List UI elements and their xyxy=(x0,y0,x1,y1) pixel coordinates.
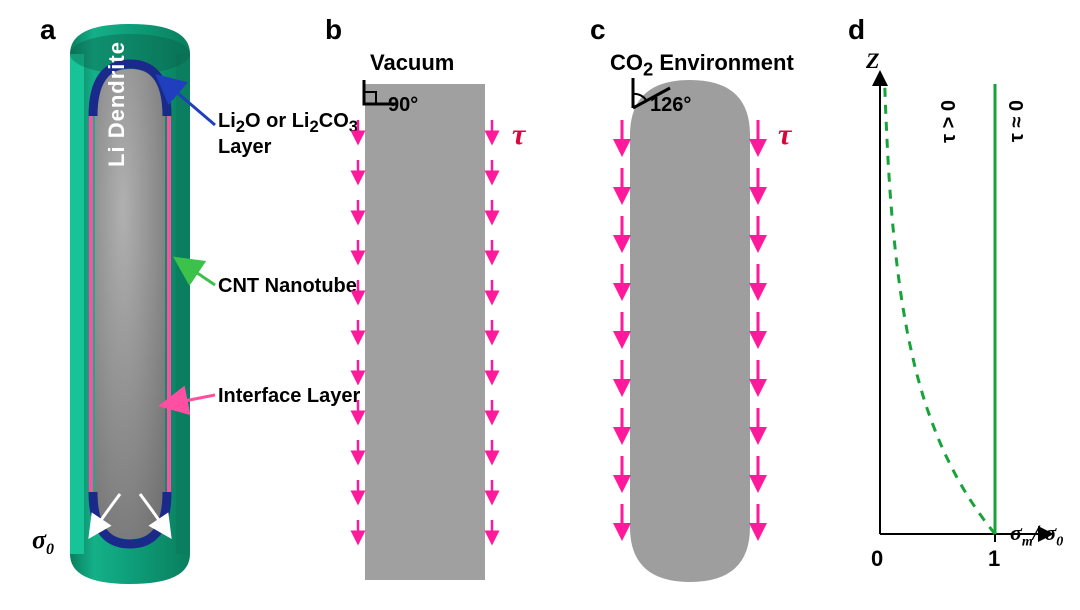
sigma0-label: σ0 xyxy=(32,525,54,559)
x-axis-label: σm/ σ0 xyxy=(1010,520,1063,550)
panel-d-label: d xyxy=(848,14,865,46)
dendrite-label: Li Dendrite xyxy=(104,4,130,204)
tau-b: τ xyxy=(512,118,525,152)
tau-c: τ xyxy=(778,118,791,152)
callout-interface: Interface Layer xyxy=(218,385,360,408)
panel-b-body xyxy=(365,84,485,580)
x-tick-0: 0 xyxy=(871,546,883,572)
solid-label: τ ≈ 0 xyxy=(1006,100,1029,142)
figure-root: a b c d xyxy=(0,0,1080,610)
x-tick-1: 1 xyxy=(988,546,1000,572)
panel-b-label: b xyxy=(325,14,342,46)
dashed-label: τ > 0 xyxy=(938,100,961,143)
callout-li2o: Li2O or Li2CO3Layer xyxy=(218,110,358,159)
angle-c-label: 126° xyxy=(650,94,691,117)
panel-c-label: c xyxy=(590,14,606,46)
panel-c-body xyxy=(630,80,750,582)
panel-a: Li Dendrite xyxy=(60,24,200,584)
vacuum-title: Vacuum xyxy=(370,50,454,76)
angle-b-label: 90° xyxy=(388,94,418,117)
tube-svg xyxy=(60,24,200,584)
panel-a-label: a xyxy=(40,14,56,46)
callout-cnt: CNT Nanotube xyxy=(218,275,357,298)
z-axis-label: Z xyxy=(866,48,879,74)
